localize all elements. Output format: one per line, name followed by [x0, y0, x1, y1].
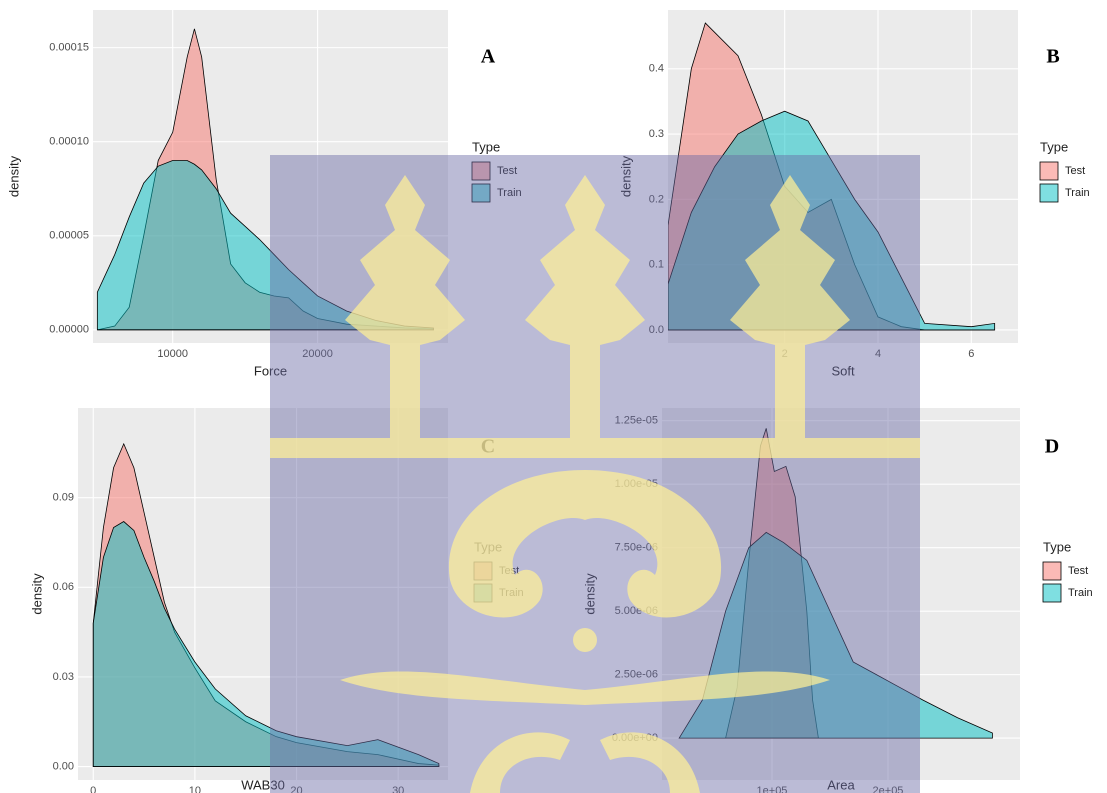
- panel-letter: D: [1045, 436, 1059, 458]
- x-tick-label: 0: [90, 785, 96, 793]
- y-tick-label: 0.03: [53, 671, 74, 683]
- y-tick-label: 0.09: [53, 492, 74, 504]
- legend-label: Test: [1068, 565, 1088, 577]
- axis-title: density: [6, 155, 21, 197]
- panel-letter: B: [1046, 46, 1059, 68]
- axis-title: density: [29, 573, 44, 615]
- page: {"chart_data": [ {"type": "density", "pa…: [0, 0, 1107, 793]
- x-tick-label: 10000: [157, 348, 188, 360]
- legend-key: [1043, 562, 1061, 580]
- legend-label: Train: [1065, 187, 1090, 199]
- legend-title: Type: [1043, 539, 1071, 554]
- y-tick-label: 0.00000: [49, 324, 89, 336]
- legend-label: Test: [1065, 165, 1085, 177]
- panel-letter: A: [481, 46, 496, 68]
- figure: 0.000000.000050.000100.000151000020000Fo…: [0, 0, 1107, 793]
- y-tick-label: 0.00: [53, 760, 74, 772]
- x-tick-label: 6: [968, 348, 974, 360]
- legend-title: Type: [472, 139, 500, 154]
- legend-key: [1040, 162, 1058, 180]
- y-tick-label: 0.3: [649, 128, 664, 140]
- watermark: [270, 155, 920, 793]
- x-tick-label: 10: [189, 785, 201, 793]
- y-tick-label: 0.00005: [49, 230, 89, 242]
- legend-key: [1040, 184, 1058, 202]
- y-tick-label: 0.00015: [49, 42, 89, 54]
- y-tick-label: 0.00010: [49, 136, 89, 148]
- y-tick-label: 0.4: [649, 63, 664, 75]
- y-tick-label: 0.06: [53, 581, 74, 593]
- legend-label: Train: [1068, 587, 1093, 599]
- legend-title: Type: [1040, 139, 1068, 154]
- legend-key: [1043, 584, 1061, 602]
